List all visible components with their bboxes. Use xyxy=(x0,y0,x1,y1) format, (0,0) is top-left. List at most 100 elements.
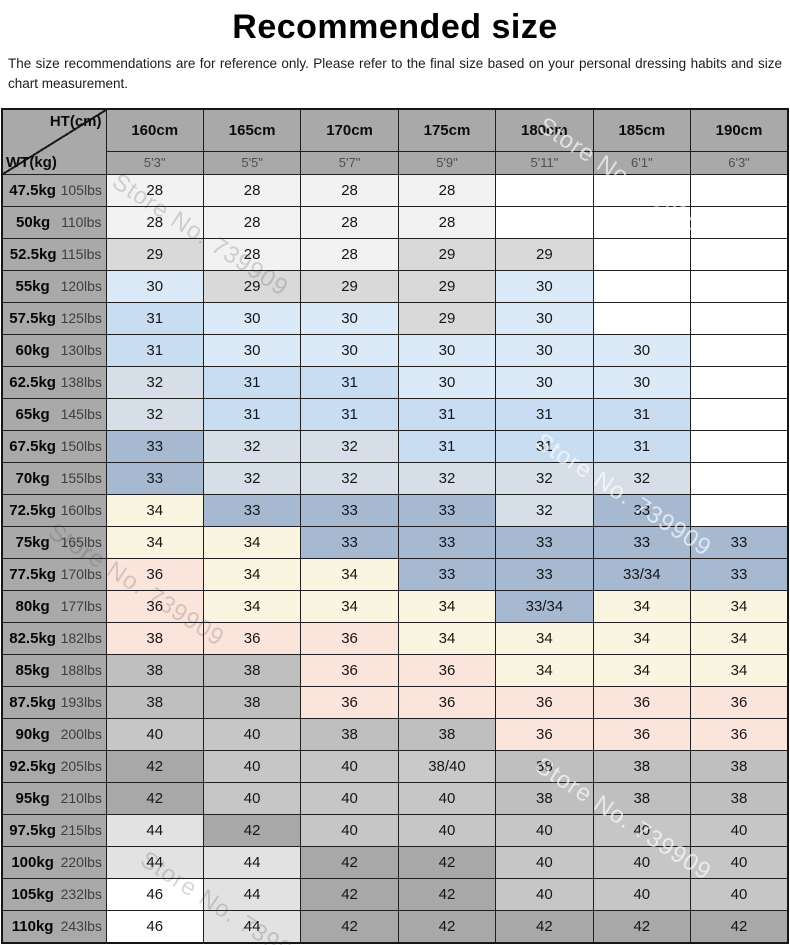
size-cell: 28 xyxy=(105,173,204,207)
size-cell: 33 xyxy=(300,525,399,559)
size-cell: 31 xyxy=(495,429,594,463)
size-cell: 40 xyxy=(495,877,594,911)
size-cell: 36 xyxy=(397,685,497,719)
weight-lbs: 160lbs xyxy=(60,501,102,518)
empty-cell xyxy=(690,269,789,303)
size-cell: 32 xyxy=(300,429,399,463)
empty-cell xyxy=(495,173,594,207)
weight-axis-label: WT(kg) xyxy=(6,153,57,171)
size-cell: 33 xyxy=(592,525,692,559)
size-cell: 40 xyxy=(202,781,302,815)
size-cell: 31 xyxy=(592,397,692,431)
row-header-weight: 70kg 155lbs xyxy=(1,461,107,495)
size-cell: 34 xyxy=(397,621,497,655)
size-cell: 32 xyxy=(495,461,594,495)
col-header-ft: 5'5" xyxy=(202,150,302,175)
empty-cell xyxy=(592,237,692,271)
row-header-weight: 105kg 232lbs xyxy=(1,877,107,911)
size-cell: 38 xyxy=(690,749,789,783)
size-cell: 40 xyxy=(690,813,789,847)
weight-kg: 60kg xyxy=(15,341,50,359)
table-row: 77.5kg 170lbs 36 34 34 33 33 33/34 33 xyxy=(1,557,789,591)
size-cell: 42 xyxy=(592,909,692,943)
size-cell: 36 xyxy=(495,685,594,719)
weight-lbs: 105lbs xyxy=(60,181,102,198)
size-cell: 36 xyxy=(105,557,204,591)
table-row: 70kg 155lbs 33 32 32 32 32 32 xyxy=(1,461,789,495)
size-cell: 34 xyxy=(202,557,302,591)
col-header-cm: 175cm xyxy=(397,108,497,152)
size-cell: 46 xyxy=(105,877,204,911)
size-cell: 32 xyxy=(592,461,692,495)
size-cell: 40 xyxy=(592,845,692,879)
size-cell: 42 xyxy=(397,877,497,911)
size-cell: 30 xyxy=(495,333,594,367)
size-cell: 33 xyxy=(690,525,789,559)
size-cell: 28 xyxy=(300,237,399,271)
size-cell: 44 xyxy=(202,877,302,911)
empty-cell xyxy=(690,205,789,239)
size-cell: 40 xyxy=(300,781,399,815)
empty-cell xyxy=(690,429,789,463)
size-cell: 40 xyxy=(592,877,692,911)
size-cell: 42 xyxy=(690,909,789,943)
height-axis-label: HT(cm) xyxy=(49,112,102,130)
size-cell: 36 xyxy=(300,653,399,687)
weight-lbs: 145lbs xyxy=(60,405,102,422)
size-cell: 30 xyxy=(397,365,497,399)
table-row: 95kg 210lbs 42 40 40 40 38 38 38 xyxy=(1,781,789,815)
weight-kg: 95kg xyxy=(15,789,50,807)
size-cell: 28 xyxy=(397,205,497,239)
row-header-weight: 65kg 145lbs xyxy=(1,397,107,431)
size-cell: 34 xyxy=(592,621,692,655)
weight-kg: 80kg xyxy=(15,597,50,615)
row-header-weight: 82.5kg 182lbs xyxy=(1,621,107,655)
size-cell: 36 xyxy=(300,685,399,719)
size-cell: 38 xyxy=(300,717,399,751)
size-cell: 36 xyxy=(397,653,497,687)
size-cell: 38 xyxy=(202,685,302,719)
weight-lbs: 205lbs xyxy=(60,757,102,774)
size-cell: 31 xyxy=(202,397,302,431)
row-header-weight: 95kg 210lbs xyxy=(1,781,107,815)
row-header-weight: 110kg 243lbs xyxy=(1,909,107,943)
empty-cell xyxy=(592,205,692,239)
size-cell: 44 xyxy=(105,845,204,879)
weight-lbs: 200lbs xyxy=(60,725,102,742)
row-header-weight: 100kg 220lbs xyxy=(1,845,107,879)
size-cell: 30 xyxy=(202,333,302,367)
size-cell: 40 xyxy=(105,717,204,751)
weight-kg: 82.5kg xyxy=(9,629,56,647)
empty-cell xyxy=(690,333,789,367)
size-cell: 33 xyxy=(495,525,594,559)
weight-lbs: 165lbs xyxy=(60,533,102,550)
empty-cell xyxy=(690,493,789,527)
size-cell: 40 xyxy=(202,717,302,751)
weight-kg: 85kg xyxy=(15,661,50,679)
row-header-weight: 90kg 200lbs xyxy=(1,717,107,751)
size-cell: 36 xyxy=(592,717,692,751)
table-row: 100kg 220lbs 44 44 42 42 40 40 40 xyxy=(1,845,789,879)
size-cell: 34 xyxy=(105,525,204,559)
size-cell: 44 xyxy=(105,813,204,847)
row-header-weight: 97.5kg 215lbs xyxy=(1,813,107,847)
size-cell: 28 xyxy=(202,237,302,271)
weight-kg: 70kg xyxy=(15,469,50,487)
size-cell: 40 xyxy=(397,813,497,847)
size-cell: 31 xyxy=(105,301,204,335)
size-cell: 32 xyxy=(105,397,204,431)
weight-lbs: 138lbs xyxy=(60,373,102,390)
size-cell: 31 xyxy=(300,397,399,431)
size-cell: 46 xyxy=(105,909,204,943)
col-header-ft: 5'11" xyxy=(495,150,594,175)
size-cell: 29 xyxy=(397,269,497,303)
size-cell: 33 xyxy=(105,461,204,495)
row-header-weight: 75kg 165lbs xyxy=(1,525,107,559)
size-cell: 34 xyxy=(397,589,497,623)
size-cell: 30 xyxy=(495,301,594,335)
weight-lbs: 177lbs xyxy=(60,597,102,614)
size-cell: 31 xyxy=(105,333,204,367)
size-cell: 33 xyxy=(202,493,302,527)
size-cell: 33 xyxy=(105,429,204,463)
